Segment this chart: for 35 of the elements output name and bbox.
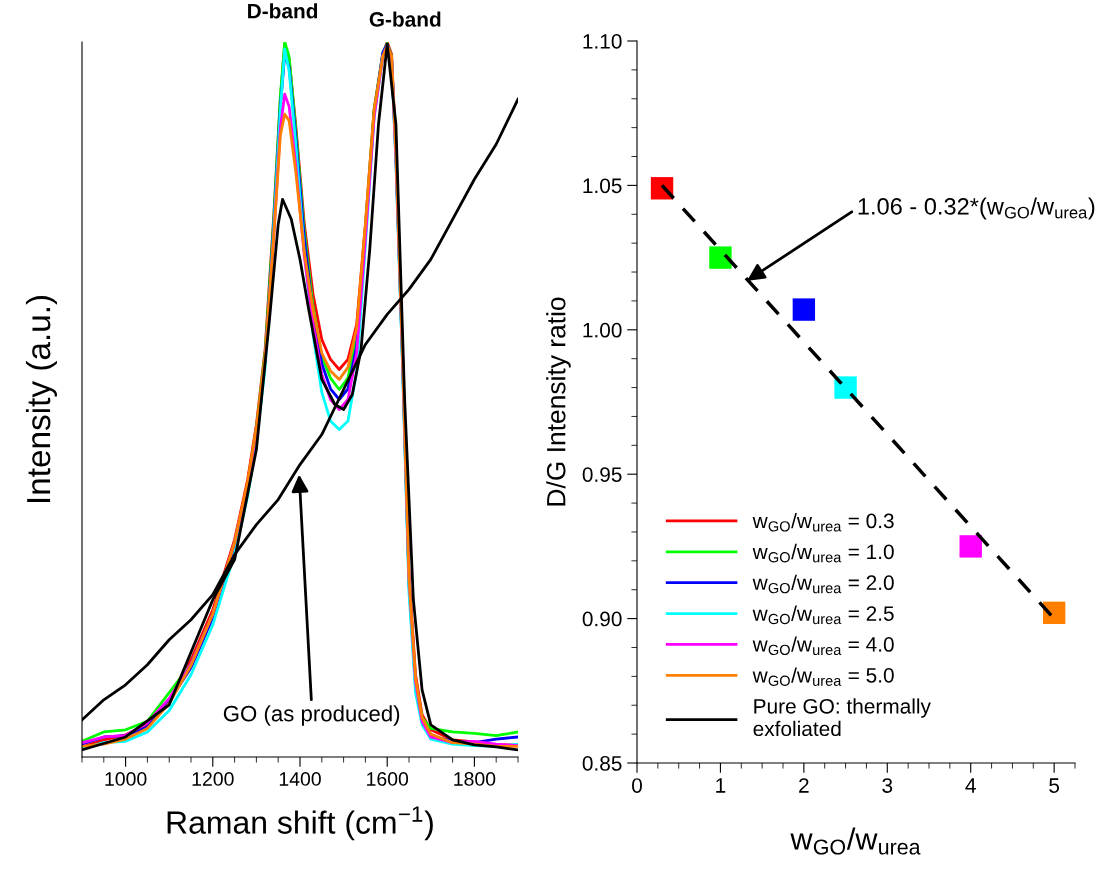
x-tick-label: 4 [965, 778, 976, 793]
x-tick-label: 1400 [279, 772, 321, 786]
y-tick-label: 0.95 [582, 467, 622, 482]
annotation: D-band [248, 3, 318, 19]
y-tick-label: 0.85 [582, 756, 622, 771]
point [959, 535, 982, 558]
annotation: 1.06 - 0.32*(w$_{GO}$/w$_{urea}$) [858, 197, 1095, 220]
y-tick-label: 0.90 [582, 611, 622, 627]
y-tick-label: 1.10 [583, 34, 622, 49]
legend-label: w$_{GO}$/w$_{urea}$ = 0.3 [752, 512, 894, 532]
legend-label: w$_{GO}$/w$_{urea}$ = 4.0 [752, 636, 894, 656]
annotation: G-band [369, 11, 441, 27]
point [792, 298, 816, 321]
y-tick-label: 1.05 [583, 178, 622, 194]
x-tick-label: 1600 [367, 772, 409, 786]
x-tick-label: 1800 [454, 772, 496, 786]
x-tick-label: 3 [882, 778, 893, 793]
y-axis-title: Intensity (a.u.) [25, 295, 57, 503]
annotation: GO (as produced) [223, 705, 400, 726]
legend-label: w$_{GO}$/w$_{urea}$ = 2.0 [752, 574, 894, 594]
legend-label: w$_{GO}$/w$_{urea}$ = 5.0 [752, 667, 894, 686]
y-tick-label: 1.00 [583, 322, 622, 338]
x-tick-label: 1200 [192, 772, 234, 786]
x-axis-title: Raman shift (cm$^{−1}$) [167, 806, 433, 841]
y-axis-title: D/G Intensity ratio [546, 297, 571, 506]
point [709, 246, 732, 269]
x-tick-label: 1000 [105, 772, 147, 786]
x-tick-label: 5 [1049, 778, 1060, 793]
legend-label: Pure GO: thermally exfoliated [753, 698, 931, 737]
x-tick-label: 2 [799, 778, 809, 793]
x-axis-title: w$_{GO}$/w$_{urea}$ [790, 827, 921, 855]
legend-label: w$_{GO}$/w$_{urea}$ = 1.0 [752, 543, 894, 563]
x-tick-label: 1 [716, 778, 726, 793]
legend-label: w$_{GO}$/w$_{urea}$ = 2.5 [752, 605, 894, 625]
x-tick-label: 0 [632, 778, 642, 793]
